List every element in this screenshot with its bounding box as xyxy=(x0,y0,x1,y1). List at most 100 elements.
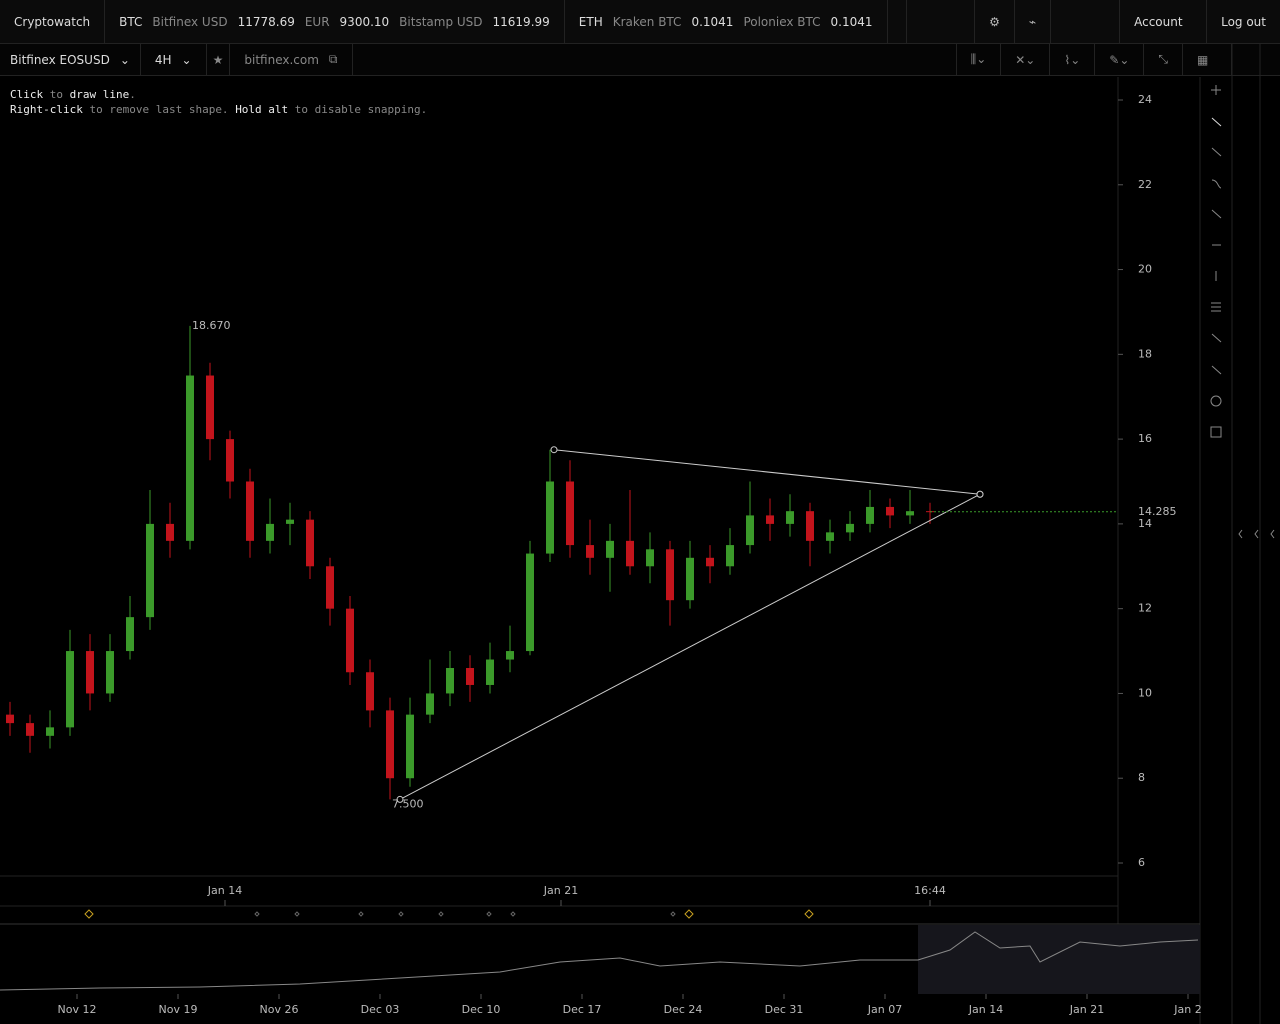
trendline-handle xyxy=(976,490,984,498)
candle-body xyxy=(346,608,354,673)
candle-body xyxy=(846,523,854,533)
navigator-label: Jan 2 xyxy=(1173,1003,1201,1016)
candle-body xyxy=(86,651,94,694)
account[interactable]: Account xyxy=(1119,0,1208,43)
btc-ticker[interactable]: BTC Bitfinex USD 11778.69 EUR 9300.10 Bits… xyxy=(105,0,565,43)
y-tick-label: 12 xyxy=(1138,602,1152,615)
navigator-label: Dec 03 xyxy=(361,1003,400,1016)
tool[interactable]: ✕⌄ xyxy=(1001,44,1051,75)
gap xyxy=(1232,44,1280,75)
logout[interactable]: Log out xyxy=(1221,14,1266,29)
quote: 11619.99 xyxy=(492,14,550,29)
tool[interactable]: ⌇⌄ xyxy=(1050,44,1096,75)
candle-body xyxy=(446,668,454,694)
y-tick-label: 22 xyxy=(1138,178,1152,191)
navigator-window[interactable] xyxy=(918,925,1200,994)
candle-body xyxy=(286,519,294,524)
candle-body xyxy=(206,375,214,440)
candle-body xyxy=(186,375,194,541)
drawing-tools[interactable] xyxy=(1210,85,1275,539)
trendline-handle xyxy=(396,795,404,803)
x-tick-label: Jan 21 xyxy=(543,884,578,897)
candle-body xyxy=(506,651,514,660)
y-tick-label: 24 xyxy=(1138,93,1152,106)
candle-body xyxy=(646,549,654,567)
y-tick-label: 8 xyxy=(1138,771,1145,784)
navigator-label: Dec 10 xyxy=(462,1003,501,1016)
candle-body xyxy=(266,523,274,541)
tool[interactable]: ⤡ xyxy=(1144,44,1183,75)
navigator-label: Nov 12 xyxy=(58,1003,97,1016)
trendline xyxy=(399,493,981,800)
quote-name: Kraken BTC xyxy=(612,14,682,29)
gap xyxy=(1051,0,1119,43)
quote: 0.1041 xyxy=(830,14,873,29)
header: Cryptowatch BTC Bitfinex USD 11778.69 EUR… xyxy=(0,0,1280,44)
candle-body xyxy=(366,672,374,711)
quote: 0.1041 xyxy=(691,14,734,29)
candle-body xyxy=(26,723,34,736)
quote-name: EUR xyxy=(304,14,330,29)
candle-body xyxy=(806,511,814,541)
y-tick-label: 20 xyxy=(1138,263,1152,276)
toolbar: Bitfinex EOSUSD ⌄ 4H ⌄ ★ bitfinex.com ⧉ ⫼⌄ … xyxy=(0,44,1280,76)
candle-body xyxy=(626,540,634,567)
candle-body xyxy=(406,714,414,779)
quote-name: Poloniex BTC xyxy=(743,14,821,29)
navigator-label: Dec 31 xyxy=(765,1003,804,1016)
favorite[interactable]: ★ xyxy=(207,44,231,75)
navigator-label: Jan 14 xyxy=(968,1003,1003,1016)
candle-body xyxy=(546,481,554,554)
hint-key: draw line xyxy=(69,88,130,101)
quote-name: Bitstamp USD xyxy=(399,14,483,29)
hint-line: Click to draw line. xyxy=(10,87,427,102)
tool[interactable]: ▦ xyxy=(1183,44,1232,75)
candle-body xyxy=(766,515,774,524)
market-select[interactable]: Bitfinex EOSUSD ⌄ xyxy=(0,44,141,75)
trendline-handle xyxy=(550,446,558,454)
exchange-link[interactable]: bitfinex.com ⧉ xyxy=(230,44,353,75)
candle-body xyxy=(686,557,694,601)
candle-body xyxy=(46,727,54,736)
candle-body xyxy=(906,511,914,516)
alerts[interactable]: ⌁ xyxy=(1015,0,1052,43)
navigator-line xyxy=(0,931,1199,991)
exchange: bitfinex.com xyxy=(244,52,319,67)
extreme-label: 7.500 xyxy=(392,797,424,810)
candle-body xyxy=(466,668,474,685)
tool[interactable]: ⫼⌄ xyxy=(955,44,1002,75)
quote: 11778.69 xyxy=(237,14,295,29)
candle-body xyxy=(586,545,594,558)
candle-body xyxy=(326,566,334,609)
hint-text: to xyxy=(49,88,63,101)
quote: 9300.10 xyxy=(339,14,390,29)
candle-body xyxy=(726,545,734,567)
trendline xyxy=(553,449,981,495)
candle-body xyxy=(306,519,314,567)
candle-body xyxy=(866,506,874,524)
quote-name: Bitfinex USD xyxy=(152,14,228,29)
hint-key: Click xyxy=(10,88,44,101)
candle-body xyxy=(886,506,894,516)
period-select[interactable]: 4H ⌄ xyxy=(141,44,207,75)
extreme-label: 18.670 xyxy=(192,319,231,332)
tool[interactable]: ✎⌄ xyxy=(1095,44,1145,75)
candle-body xyxy=(706,557,714,567)
event-markers xyxy=(84,909,814,919)
hint-text: to disable snapping. xyxy=(294,103,428,116)
period: 4H xyxy=(154,52,172,67)
candle-body xyxy=(166,523,174,541)
candle-body xyxy=(786,511,794,524)
y-tick-label: 6 xyxy=(1138,856,1145,869)
spacer xyxy=(888,0,907,43)
eth-ticker[interactable]: ETH Kraken BTC 0.1041 Poloniex BTC 0.1041 xyxy=(565,0,888,43)
settings[interactable]: ⚙ xyxy=(974,0,1015,43)
candle-body xyxy=(106,651,114,694)
candle-body xyxy=(526,553,534,652)
candle-body xyxy=(826,532,834,541)
brand[interactable]: Cryptowatch xyxy=(0,0,106,43)
candle-body xyxy=(746,515,754,546)
navigator-label: Dec 17 xyxy=(563,1003,602,1016)
candle-body xyxy=(146,523,154,618)
